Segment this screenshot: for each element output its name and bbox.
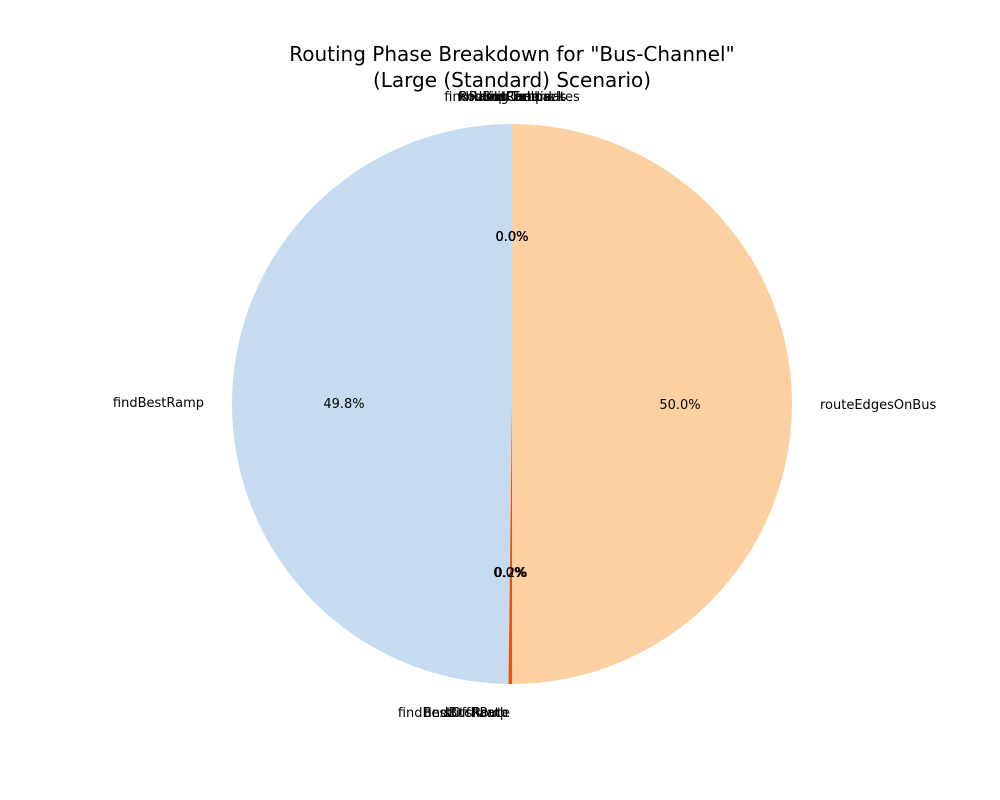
- pie-pct-routeedgesonbus: 50.0%: [659, 398, 700, 413]
- pie-label-buildramps: buildRamps: [474, 90, 551, 105]
- pie-pct-findbuschannels: 0.0%: [495, 230, 528, 245]
- pie-label-initports: initPorts: [485, 90, 538, 105]
- pie-label-stitchpath: stitchPath: [444, 706, 509, 721]
- pie-label-findrampcandidates: findRampCandidates: [444, 90, 580, 105]
- pie-pct-initports: 0.0%: [495, 230, 528, 245]
- chart-subtitle: (Large (Standard) Scenario): [373, 68, 651, 92]
- chart-title: Routing Phase Breakdown for "Bus-Channel…: [289, 42, 734, 66]
- pie-labels: 49.8% findBestRamp 0.0% findBestOffRamp 0.0%…: [113, 90, 937, 721]
- pie-label-routing-fallback: Routing Fallback: [459, 90, 566, 105]
- pie-pct-routing-fallback: 0.0%: [495, 230, 528, 245]
- pie-slice-findbusroute: [508, 404, 512, 684]
- pie-pct-stitchpath: 0.0%: [493, 566, 526, 581]
- pie-pct-findrampcandidates: 0.0%: [495, 230, 528, 245]
- pie-pct-findbusroute: 0.2%: [494, 566, 527, 581]
- pie-slice-findbestramp: [231, 124, 512, 684]
- pie-label-findbestofframp: findBestOffRamp: [398, 706, 508, 721]
- pie-slices: [231, 124, 792, 684]
- pie-slice-routeedgesonbus: [512, 124, 792, 684]
- pie-label-findbestramp: findBestRamp: [113, 396, 204, 411]
- pie-label-findbusroute: findBusRoute: [424, 706, 510, 721]
- pie-pct-buildramps: 0.0%: [495, 230, 528, 245]
- pie-pct-findbestofframp: 0.0%: [493, 566, 526, 581]
- pie-label-findbuschannels: findBusChannels: [458, 90, 567, 105]
- pie-label-routeedgesonbus: routeEdgesOnBus: [820, 398, 936, 413]
- pie-pct-findbestramp: 49.8%: [323, 397, 364, 412]
